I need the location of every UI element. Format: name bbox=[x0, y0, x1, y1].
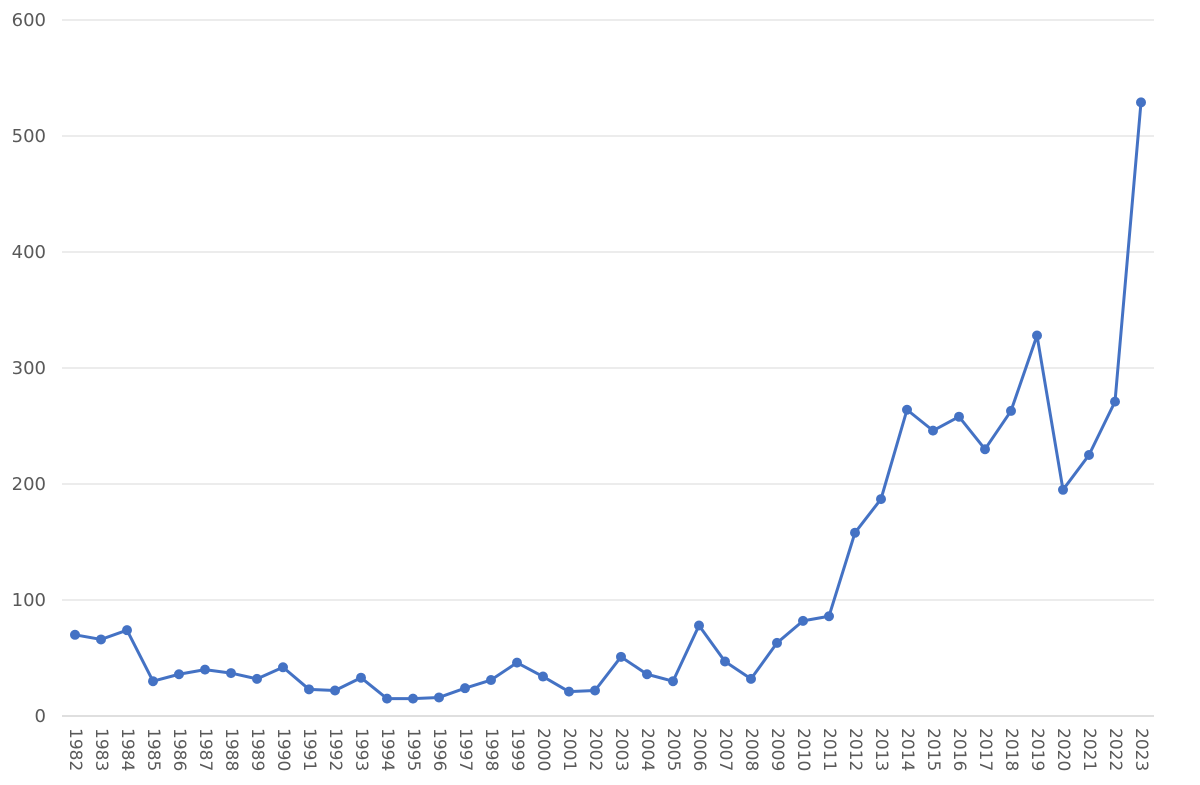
data-point bbox=[434, 692, 444, 703]
x-tick-label: 2016 bbox=[949, 728, 969, 771]
series-points bbox=[70, 97, 1146, 704]
x-tick-label: 1997 bbox=[455, 728, 475, 771]
y-tick-label: 400 bbox=[12, 242, 46, 263]
y-tick-label: 200 bbox=[12, 474, 46, 495]
y-tick-label: 0 bbox=[35, 706, 46, 727]
x-tick-label: 2013 bbox=[871, 728, 891, 771]
x-tick-label: 2017 bbox=[975, 728, 995, 771]
x-tick-label: 1991 bbox=[299, 728, 319, 771]
data-point bbox=[304, 684, 314, 695]
x-tick-label: 1982 bbox=[65, 728, 85, 771]
x-tick-label: 2014 bbox=[897, 728, 917, 771]
x-tick-label: 2023 bbox=[1131, 728, 1151, 771]
x-axis-tick-labels: 1982 1983 1984 1985 1986 1987 1988 1989 1990 1991… bbox=[65, 728, 1151, 771]
data-point bbox=[252, 673, 262, 684]
data-point bbox=[96, 634, 106, 645]
x-tick-label: 1996 bbox=[429, 728, 449, 771]
x-tick-label: 1990 bbox=[273, 728, 293, 771]
data-point bbox=[590, 685, 600, 696]
x-tick-label: 1988 bbox=[221, 728, 241, 771]
x-tick-label: 2003 bbox=[611, 728, 631, 771]
x-tick-label: 2010 bbox=[793, 728, 813, 771]
x-tick-label: 2007 bbox=[715, 728, 735, 771]
x-tick-label: 1998 bbox=[481, 728, 501, 771]
x-tick-label: 1985 bbox=[143, 728, 163, 771]
x-tick-label: 2019 bbox=[1027, 728, 1047, 771]
x-tick-label: 2006 bbox=[689, 728, 709, 771]
data-point bbox=[278, 662, 288, 673]
data-point bbox=[174, 669, 184, 680]
x-tick-label: 2004 bbox=[637, 728, 657, 771]
x-tick-label: 1986 bbox=[169, 728, 189, 771]
x-tick-label: 2018 bbox=[1001, 728, 1021, 771]
data-point bbox=[486, 675, 496, 686]
data-point bbox=[1110, 396, 1120, 407]
x-tick-label: 2002 bbox=[585, 728, 605, 771]
data-point bbox=[70, 629, 80, 640]
x-tick-label: 2000 bbox=[533, 728, 553, 771]
data-point bbox=[902, 404, 912, 415]
x-tick-label: 2021 bbox=[1079, 728, 1099, 771]
data-point bbox=[1136, 97, 1146, 108]
x-tick-label: 2008 bbox=[741, 728, 761, 771]
y-tick-label: 100 bbox=[12, 590, 46, 611]
data-point bbox=[356, 672, 366, 683]
data-point bbox=[668, 676, 678, 687]
data-point bbox=[122, 625, 132, 636]
x-tick-label: 2020 bbox=[1053, 728, 1073, 771]
data-point bbox=[148, 676, 158, 687]
y-tick-label: 600 bbox=[12, 10, 46, 31]
y-axis-tick-labels: 0 100 200 300 400 500 600 bbox=[12, 10, 46, 727]
data-point bbox=[954, 411, 964, 422]
data-point bbox=[850, 527, 860, 538]
data-point bbox=[746, 673, 756, 684]
x-tick-label: 1994 bbox=[377, 728, 397, 771]
x-tick-label: 1992 bbox=[325, 728, 345, 771]
x-tick-label: 2012 bbox=[845, 728, 865, 771]
data-point bbox=[798, 615, 808, 626]
x-tick-label: 1987 bbox=[195, 728, 215, 771]
data-point bbox=[382, 693, 392, 704]
x-tick-label: 2009 bbox=[767, 728, 787, 771]
data-point bbox=[1006, 405, 1016, 416]
x-tick-label: 1999 bbox=[507, 728, 527, 771]
series-line bbox=[74, 102, 1143, 701]
data-point bbox=[408, 693, 418, 704]
x-tick-label: 1989 bbox=[247, 728, 267, 771]
data-point bbox=[616, 651, 626, 662]
data-point bbox=[460, 683, 470, 694]
x-tick-label: 2001 bbox=[559, 728, 579, 771]
data-point bbox=[226, 668, 236, 679]
data-point bbox=[694, 620, 704, 631]
data-point bbox=[980, 444, 990, 455]
x-tick-label: 2011 bbox=[819, 728, 839, 771]
data-point bbox=[538, 671, 548, 682]
x-tick-label: 1983 bbox=[91, 728, 111, 771]
data-point bbox=[330, 685, 340, 696]
gridlines bbox=[62, 19, 1154, 601]
data-point bbox=[1058, 484, 1068, 495]
data-point bbox=[876, 494, 886, 505]
x-tick-label: 1993 bbox=[351, 728, 371, 771]
data-point bbox=[642, 669, 652, 680]
data-point bbox=[564, 686, 574, 697]
data-point bbox=[1032, 330, 1042, 341]
x-tick-label: 2015 bbox=[923, 728, 943, 771]
x-tick-label: 2022 bbox=[1105, 728, 1125, 771]
data-point bbox=[772, 637, 782, 648]
data-point bbox=[824, 611, 834, 622]
y-tick-label: 300 bbox=[12, 358, 46, 379]
data-point bbox=[928, 425, 938, 436]
x-tick-label: 2005 bbox=[663, 728, 683, 771]
data-point bbox=[200, 664, 210, 675]
y-tick-label: 500 bbox=[12, 126, 46, 147]
data-point bbox=[1084, 450, 1094, 460]
data-point bbox=[512, 657, 522, 668]
data-point bbox=[720, 656, 730, 667]
x-tick-label: 1984 bbox=[117, 728, 137, 771]
x-tick-label: 1995 bbox=[403, 728, 423, 771]
